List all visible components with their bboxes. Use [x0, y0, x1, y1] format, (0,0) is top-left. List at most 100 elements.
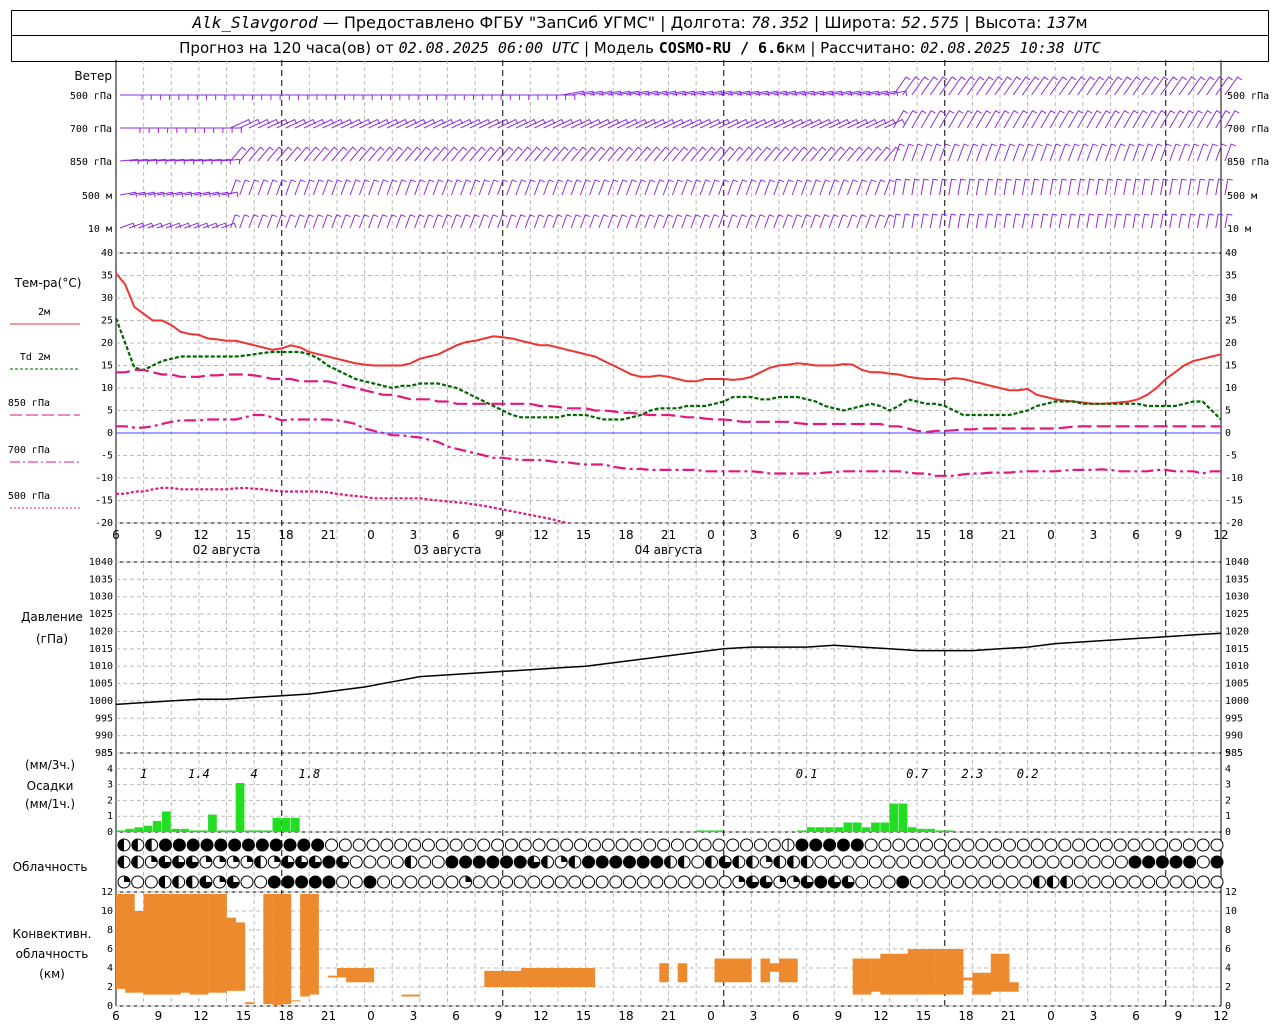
wind-barb	[266, 179, 278, 196]
wind-barb	[1141, 213, 1150, 229]
wind-barb	[129, 191, 147, 198]
wind-barb	[782, 214, 793, 229]
cloud-symbol-fill	[664, 856, 671, 868]
cloud-symbol	[664, 875, 677, 889]
cloud-symbol	[964, 875, 978, 889]
y-tick-label-right: 4	[1225, 963, 1231, 974]
wind-barb	[718, 146, 735, 162]
cloud-symbol-fill	[118, 839, 124, 851]
cloud-symbol	[827, 855, 841, 869]
cloud-symbol-fill	[1211, 856, 1223, 868]
cloud-symbol	[574, 838, 588, 852]
wind-barb	[248, 118, 270, 129]
cloud-symbol-fill	[793, 876, 800, 882]
wind-barb	[1215, 213, 1224, 229]
wind-barb	[635, 118, 657, 129]
wind-barb	[1178, 109, 1194, 129]
wind-barb	[543, 179, 554, 196]
wind-barb	[994, 109, 1010, 129]
wind-barb	[681, 179, 693, 196]
cloud-symbol	[418, 875, 432, 889]
wind-barb	[939, 143, 951, 162]
wind-barb	[579, 214, 591, 229]
wind-barb	[395, 214, 406, 229]
cloud-symbol-fill	[151, 856, 158, 862]
cloud-symbol-fill	[219, 856, 226, 862]
wind-barb	[423, 179, 435, 196]
wind-barb	[340, 214, 351, 229]
wind-barb	[405, 146, 422, 162]
x-hour-label: 15	[916, 1009, 931, 1023]
cloud-symbol-fill	[1047, 876, 1054, 888]
cloud-symbol-fill	[205, 856, 212, 862]
x-hour-label: 21	[661, 1009, 676, 1023]
x-hour-label: 21	[321, 1009, 336, 1023]
wind-barb	[810, 179, 821, 196]
wind-barb	[745, 179, 757, 196]
conv-bar	[143, 893, 154, 995]
precip-bar	[917, 828, 926, 832]
wind-barb	[1224, 109, 1240, 129]
conv-bar	[493, 970, 504, 987]
cloud-symbol-fill	[131, 856, 138, 868]
cloud-symbol	[978, 875, 992, 889]
y-tick-label-left: 12	[101, 887, 113, 898]
wind-barb	[543, 146, 560, 162]
cloud-symbol	[338, 838, 352, 852]
wind-barb	[1206, 76, 1224, 96]
conv-bar	[889, 953, 900, 995]
cloud-symbol-fill	[596, 856, 609, 868]
wind-barb	[644, 146, 661, 162]
wind-barb	[395, 179, 407, 196]
precip-total-label: 4	[251, 767, 258, 781]
cloud-symbol	[950, 875, 964, 889]
precip-bar	[162, 811, 171, 832]
cloud-symbol	[1210, 838, 1224, 852]
wind-barb	[1123, 143, 1135, 162]
conv-bar	[511, 970, 522, 987]
cloud-symbol	[366, 838, 380, 852]
wind-barb	[156, 158, 176, 165]
wind-barb	[626, 146, 643, 162]
wind-barb	[598, 179, 610, 196]
precip-bar	[705, 830, 715, 832]
wind-barb	[1187, 76, 1206, 96]
cloud-symbol-fill	[309, 856, 322, 868]
cloud-symbol-fill	[1129, 856, 1142, 868]
cloud-symbol	[513, 875, 527, 889]
wind-barb	[920, 178, 929, 196]
wind-barb	[460, 214, 471, 229]
wind-barb	[267, 118, 289, 129]
cloud-symbol	[240, 875, 254, 889]
wind-barb	[985, 109, 1001, 129]
y-tick-label-left: 2	[107, 982, 113, 993]
wind-barb	[607, 118, 629, 129]
cloud-symbol	[491, 838, 505, 852]
y-tick-label-right: 2	[1225, 982, 1231, 993]
wind-barb	[893, 109, 909, 129]
conv-bar	[521, 968, 531, 987]
cloud-symbol-fill	[322, 856, 335, 868]
wind-barb	[294, 146, 311, 162]
cloud-symbol	[472, 875, 486, 889]
precip-bar	[290, 817, 300, 832]
wind-barb	[1187, 109, 1203, 129]
wind-barb	[708, 179, 720, 196]
cloud-symbol	[814, 855, 828, 869]
wind-barb	[589, 214, 600, 229]
precip-bar	[143, 825, 153, 832]
wind-barb	[681, 118, 703, 129]
wind-barb	[828, 214, 839, 229]
wind-barb	[423, 214, 434, 229]
y-tick-label-right: 1	[1225, 811, 1231, 822]
y-tick-label-right: 1025	[1225, 609, 1249, 620]
cloud-symbol	[541, 875, 555, 889]
cloud-symbol	[377, 855, 391, 869]
cloud-symbol	[923, 855, 937, 869]
wind-barb	[1196, 109, 1212, 129]
wind-barb	[718, 118, 740, 129]
precip-bar	[235, 783, 245, 832]
cloud-symbol-fill	[363, 876, 376, 888]
wind-barb	[764, 179, 775, 196]
wind-barb	[1196, 178, 1206, 196]
